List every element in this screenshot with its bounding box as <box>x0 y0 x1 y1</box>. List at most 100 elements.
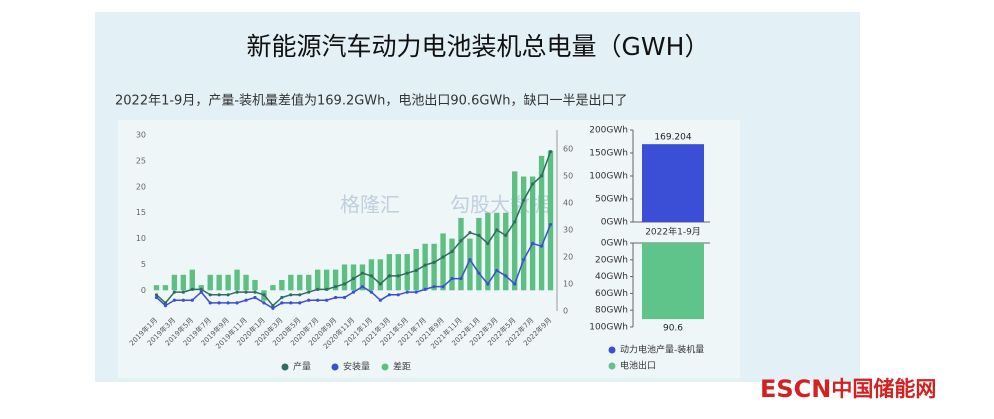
y-tick-label: 30 <box>136 131 146 140</box>
y2-tick-label: 50 <box>563 171 573 180</box>
point <box>405 290 409 294</box>
y2-tick-label: 20 <box>563 252 573 261</box>
bar <box>332 269 339 291</box>
point <box>450 249 454 254</box>
point <box>378 282 382 286</box>
point <box>477 233 481 237</box>
y-tick-label: 0GWh <box>601 239 628 249</box>
point <box>548 222 553 227</box>
bar <box>422 243 428 291</box>
bar <box>642 144 704 222</box>
y2-tick-label: 30 <box>563 225 573 234</box>
bar <box>449 238 455 291</box>
y-tick-label: 40GWh <box>595 272 628 282</box>
logo: ESCN中国储能网 <box>760 375 936 403</box>
point <box>450 276 454 281</box>
point <box>181 290 185 294</box>
bar <box>377 259 384 291</box>
y-tick-label: 10 <box>136 234 146 243</box>
bar <box>180 274 187 291</box>
y-tick-label: 0GWh <box>601 218 628 228</box>
point <box>387 293 391 297</box>
point <box>262 301 266 305</box>
bar <box>323 269 330 291</box>
bar <box>162 285 169 291</box>
logo-brand: ESCN <box>760 375 831 403</box>
bar <box>225 274 231 291</box>
point <box>468 258 472 262</box>
point <box>369 290 374 294</box>
point <box>172 298 176 302</box>
y-tick-label: 0 <box>141 286 146 295</box>
bar <box>297 274 303 291</box>
bar <box>485 212 491 291</box>
point <box>208 293 212 297</box>
bar <box>520 176 527 291</box>
legend-label: 差距 <box>393 361 411 373</box>
point <box>199 287 203 291</box>
point <box>477 271 481 275</box>
bar <box>467 238 473 291</box>
point <box>154 293 159 297</box>
point <box>342 295 347 300</box>
bar <box>476 217 482 291</box>
y-tick-label: 150GWh <box>589 149 628 159</box>
point <box>262 293 266 297</box>
watermark: 格隆汇 <box>340 193 400 217</box>
point <box>414 268 418 273</box>
point <box>522 198 526 202</box>
point <box>307 298 311 302</box>
bar <box>359 264 366 291</box>
bar <box>171 274 178 291</box>
point <box>253 290 257 294</box>
point <box>280 295 284 300</box>
point <box>307 290 311 294</box>
point <box>504 233 508 237</box>
legend-marker <box>381 363 389 371</box>
point <box>441 285 445 289</box>
point <box>190 298 194 302</box>
point <box>244 290 248 294</box>
point <box>280 301 284 305</box>
bar <box>207 274 213 291</box>
point <box>316 287 320 291</box>
point <box>316 298 320 302</box>
point <box>495 268 499 273</box>
point <box>539 244 544 248</box>
y-tick-label: 25 <box>136 157 146 166</box>
point <box>459 239 463 243</box>
y-tick-label: 60GWh <box>595 289 628 299</box>
bar <box>252 279 258 291</box>
point <box>396 293 400 297</box>
point <box>289 293 293 297</box>
y-tick-label: 20GWh <box>595 255 628 265</box>
point <box>172 290 176 294</box>
bar <box>458 217 464 291</box>
y2-tick-label: 60 <box>563 144 573 153</box>
point <box>190 287 194 291</box>
x-tick-label: 2022年1-9月 <box>645 226 701 238</box>
point <box>217 293 221 297</box>
y-tick-label: 100GWh <box>589 323 628 333</box>
point <box>325 287 329 291</box>
point <box>486 282 490 286</box>
point <box>396 274 400 278</box>
point <box>199 290 203 294</box>
point <box>226 301 230 305</box>
point <box>253 295 257 300</box>
point <box>298 301 302 305</box>
bar <box>341 264 348 291</box>
bar <box>431 243 437 291</box>
bar <box>642 243 704 320</box>
y2-tick-label: 0 <box>563 307 568 316</box>
y-tick-label: 5 <box>141 260 146 269</box>
y-tick-label: 20 <box>136 182 146 191</box>
bar <box>538 155 545 291</box>
title: 新能源汽车动力电池装机总电量（GWH） <box>247 32 710 61</box>
y-tick-label: 100GWh <box>589 172 628 182</box>
point <box>208 301 212 305</box>
bar <box>440 233 446 291</box>
point <box>235 290 239 294</box>
legend-marker <box>608 346 616 354</box>
point <box>342 282 347 286</box>
